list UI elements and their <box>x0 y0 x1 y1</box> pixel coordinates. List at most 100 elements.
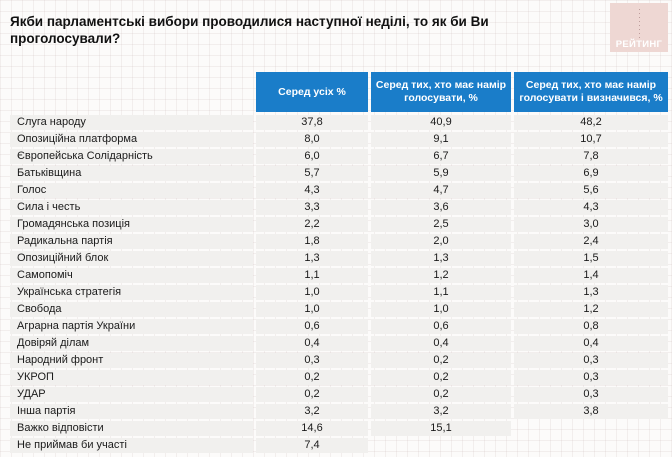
table-row: Інша партія 3,2 3,2 3,8 <box>10 404 668 419</box>
table-row: УКРОП 0,2 0,2 0,3 <box>10 370 668 385</box>
value-cell: 1,3 <box>514 285 668 300</box>
party-label: Довіряй ділам <box>10 336 253 351</box>
value-cell: 1,1 <box>371 285 511 300</box>
empty-cell <box>514 421 668 436</box>
table-row: Українська стратегія 1,0 1,1 1,3 <box>10 285 668 300</box>
logo-dotted-line-icon <box>639 9 640 38</box>
table-row: Важко відповісти 14,6 15,1 <box>10 421 668 436</box>
value-cell: 1,1 <box>256 268 368 283</box>
value-cell: 0,2 <box>256 370 368 385</box>
table-header-corner <box>10 72 253 112</box>
party-label: Народний фронт <box>10 353 253 368</box>
value-cell: 5,6 <box>514 183 668 198</box>
value-cell: 1,3 <box>256 251 368 266</box>
table-row: Сила і честь 3,3 3,6 4,3 <box>10 200 668 215</box>
value-cell: 3,6 <box>371 200 511 215</box>
table-row: Батьківщина 5,7 5,9 6,9 <box>10 166 668 181</box>
value-cell: 1,2 <box>371 268 511 283</box>
party-label: Не приймав би участі <box>10 438 253 453</box>
value-cell: 4,7 <box>371 183 511 198</box>
value-cell: 0,3 <box>514 387 668 402</box>
value-cell: 1,0 <box>371 302 511 317</box>
value-cell: 1,0 <box>256 302 368 317</box>
party-label: Важко відповісти <box>10 421 253 436</box>
table-row: Радикальна партія 1,8 2,0 2,4 <box>10 234 668 249</box>
value-cell: 0,6 <box>371 319 511 334</box>
value-cell: 3,3 <box>256 200 368 215</box>
value-cell: 5,7 <box>256 166 368 181</box>
poll-results-table: Серед усіх % Серед тих, хто має намір го… <box>10 72 668 455</box>
value-cell: 40,9 <box>371 115 511 130</box>
table-row: Свобода 1,0 1,0 1,2 <box>10 302 668 317</box>
value-cell: 2,0 <box>371 234 511 249</box>
value-cell: 0,3 <box>514 370 668 385</box>
value-cell: 5,9 <box>371 166 511 181</box>
value-cell: 37,8 <box>256 115 368 130</box>
table-header-row: Серед усіх % Серед тих, хто має намір го… <box>10 72 668 112</box>
value-cell: 14,6 <box>256 421 368 436</box>
table-row: Довіряй ділам 0,4 0,4 0,4 <box>10 336 668 351</box>
table-row: Опозиційний блок 1,3 1,3 1,5 <box>10 251 668 266</box>
value-cell: 0,2 <box>371 370 511 385</box>
party-label: Слуга народу <box>10 115 253 130</box>
value-cell: 3,0 <box>514 217 668 232</box>
value-cell: 7,4 <box>256 438 368 453</box>
party-label: Самопоміч <box>10 268 253 283</box>
rating-group-logo: РЕЙТИНГ <box>610 3 668 52</box>
party-label: Свобода <box>10 302 253 317</box>
value-cell: 2,5 <box>371 217 511 232</box>
party-label: Європейська Солідарність <box>10 149 253 164</box>
value-cell: 0,4 <box>514 336 668 351</box>
party-label: Громадянська позиція <box>10 217 253 232</box>
value-cell: 1,5 <box>514 251 668 266</box>
value-cell: 3,2 <box>256 404 368 419</box>
value-cell: 0,2 <box>256 387 368 402</box>
value-cell: 4,3 <box>256 183 368 198</box>
value-cell: 1,0 <box>256 285 368 300</box>
party-label: Українська стратегія <box>10 285 253 300</box>
value-cell: 0,6 <box>256 319 368 334</box>
value-cell: 2,2 <box>256 217 368 232</box>
table-row: Аграрна партія України 0,6 0,6 0,8 <box>10 319 668 334</box>
value-cell: 2,4 <box>514 234 668 249</box>
value-cell: 3,2 <box>371 404 511 419</box>
table-row: Самопоміч 1,1 1,2 1,4 <box>10 268 668 283</box>
value-cell: 8,0 <box>256 132 368 147</box>
page-title: Якби парламентські вибори проводилися на… <box>10 14 489 46</box>
value-cell: 10,7 <box>514 132 668 147</box>
value-cell: 1,3 <box>371 251 511 266</box>
value-cell: 0,2 <box>371 387 511 402</box>
party-label: Опозиційний блок <box>10 251 253 266</box>
column-header-intend-to-vote: Серед тих, хто має намір голосувати, % <box>371 72 511 112</box>
value-cell: 0,4 <box>256 336 368 351</box>
party-label: Опозиційна платформа <box>10 132 253 147</box>
table-row: Європейська Солідарність 6,0 6,7 7,8 <box>10 149 668 164</box>
party-label: Батьківщина <box>10 166 253 181</box>
value-cell: 9,1 <box>371 132 511 147</box>
table-row: УДАР 0,2 0,2 0,3 <box>10 387 668 402</box>
value-cell: 7,8 <box>514 149 668 164</box>
party-label: Радикальна партія <box>10 234 253 249</box>
value-cell: 1,4 <box>514 268 668 283</box>
column-header-among-all: Серед усіх % <box>256 72 368 112</box>
column-header-intend-and-decided: Серед тих, хто має намір голосувати і ви… <box>514 72 668 112</box>
empty-cell <box>514 438 668 453</box>
party-label: Аграрна партія України <box>10 319 253 334</box>
value-cell: 6,7 <box>371 149 511 164</box>
party-label: Голос <box>10 183 253 198</box>
table-row: Слуга народу 37,8 40,9 48,2 <box>10 115 668 130</box>
value-cell: 48,2 <box>514 115 668 130</box>
value-cell: 6,0 <box>256 149 368 164</box>
value-cell: 15,1 <box>371 421 511 436</box>
party-label: УДАР <box>10 387 253 402</box>
table-row: Голос 4,3 4,7 5,6 <box>10 183 668 198</box>
logo-text: РЕЙТИНГ <box>615 39 663 50</box>
party-label: Сила і честь <box>10 200 253 215</box>
value-cell: 0,3 <box>256 353 368 368</box>
table-body: Слуга народу 37,8 40,9 48,2 Опозиційна платф… <box>10 115 668 453</box>
value-cell: 6,9 <box>514 166 668 181</box>
table-row: Не приймав би участі 7,4 <box>10 438 668 453</box>
value-cell: 0,2 <box>371 353 511 368</box>
value-cell: 0,3 <box>514 353 668 368</box>
